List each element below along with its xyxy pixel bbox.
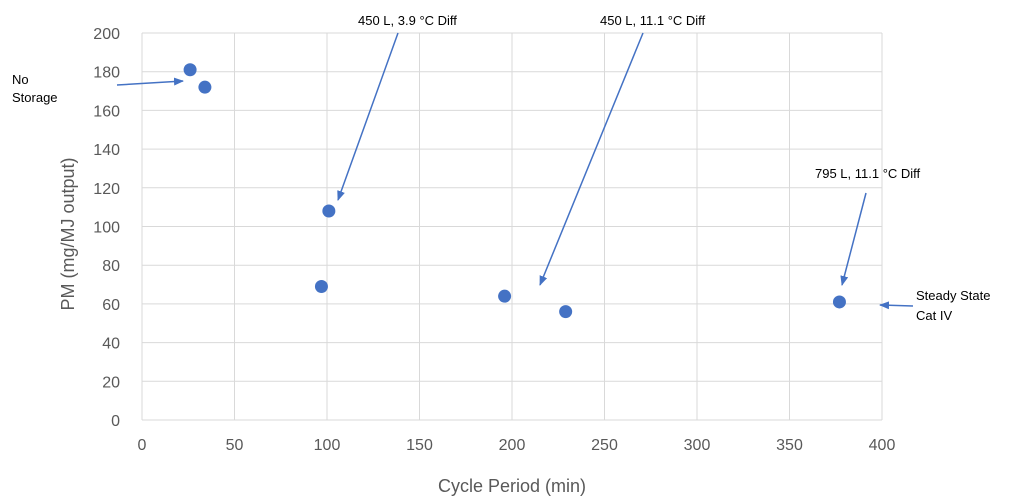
annotation-arrow [879,301,914,310]
annotation-label: Storage [12,90,58,105]
data-point [198,80,212,94]
y-axis-title: PM (mg/MJ output) [58,157,78,310]
data-point [183,63,197,77]
annotation-arrow [840,192,867,286]
x-tick-label: 50 [226,437,244,454]
data-point [832,295,846,309]
annotation-label: No [12,72,29,87]
annotations: No Storage 450 L, 3.9 °C Diff 450 L, 11.1 °… [12,13,990,323]
y-tick-label: 160 [93,103,120,120]
data-point [559,305,573,319]
data-point [322,204,336,218]
y-tick-label: 0 [111,413,120,430]
y-axis-ticks: 0 20 40 60 80 100 120 140 160 180 200 [93,26,120,430]
annotation-arrow [539,32,644,286]
annotation-label: 795 L, 11.1 °C Diff [815,166,921,181]
x-axis-title: Cycle Period (min) [438,476,586,496]
y-tick-label: 60 [102,297,120,314]
y-tick-label: 180 [93,65,120,82]
x-tick-label: 0 [138,437,147,454]
y-tick-label: 20 [102,374,120,391]
annotation-label: Cat IV [916,308,952,323]
y-tick-label: 140 [93,142,120,159]
x-tick-label: 100 [314,437,341,454]
y-tick-label: 100 [93,220,120,237]
annotation-label: 450 L, 11.1 °C Diff [600,13,706,28]
data-point [314,279,328,293]
y-tick-label: 120 [93,181,120,198]
y-tick-label: 40 [102,336,120,353]
x-tick-label: 300 [684,437,711,454]
x-tick-label: 350 [776,437,803,454]
annotation-label: Steady State [916,288,990,303]
x-tick-label: 400 [869,437,896,454]
data-point [498,289,512,303]
x-tick-label: 200 [499,437,526,454]
annotation-arrows [116,32,914,310]
annotation-label: 450 L, 3.9 °C Diff [358,13,457,28]
data-points [183,63,846,319]
gridlines [141,32,883,421]
y-tick-label: 80 [102,258,120,275]
annotation-arrow [116,77,184,86]
x-tick-label: 150 [406,437,433,454]
x-tick-label: 250 [591,437,618,454]
y-tick-label: 200 [93,26,120,43]
x-axis-ticks: 0 50 100 150 200 250 300 350 400 [138,437,896,454]
annotation-arrow [337,32,399,201]
